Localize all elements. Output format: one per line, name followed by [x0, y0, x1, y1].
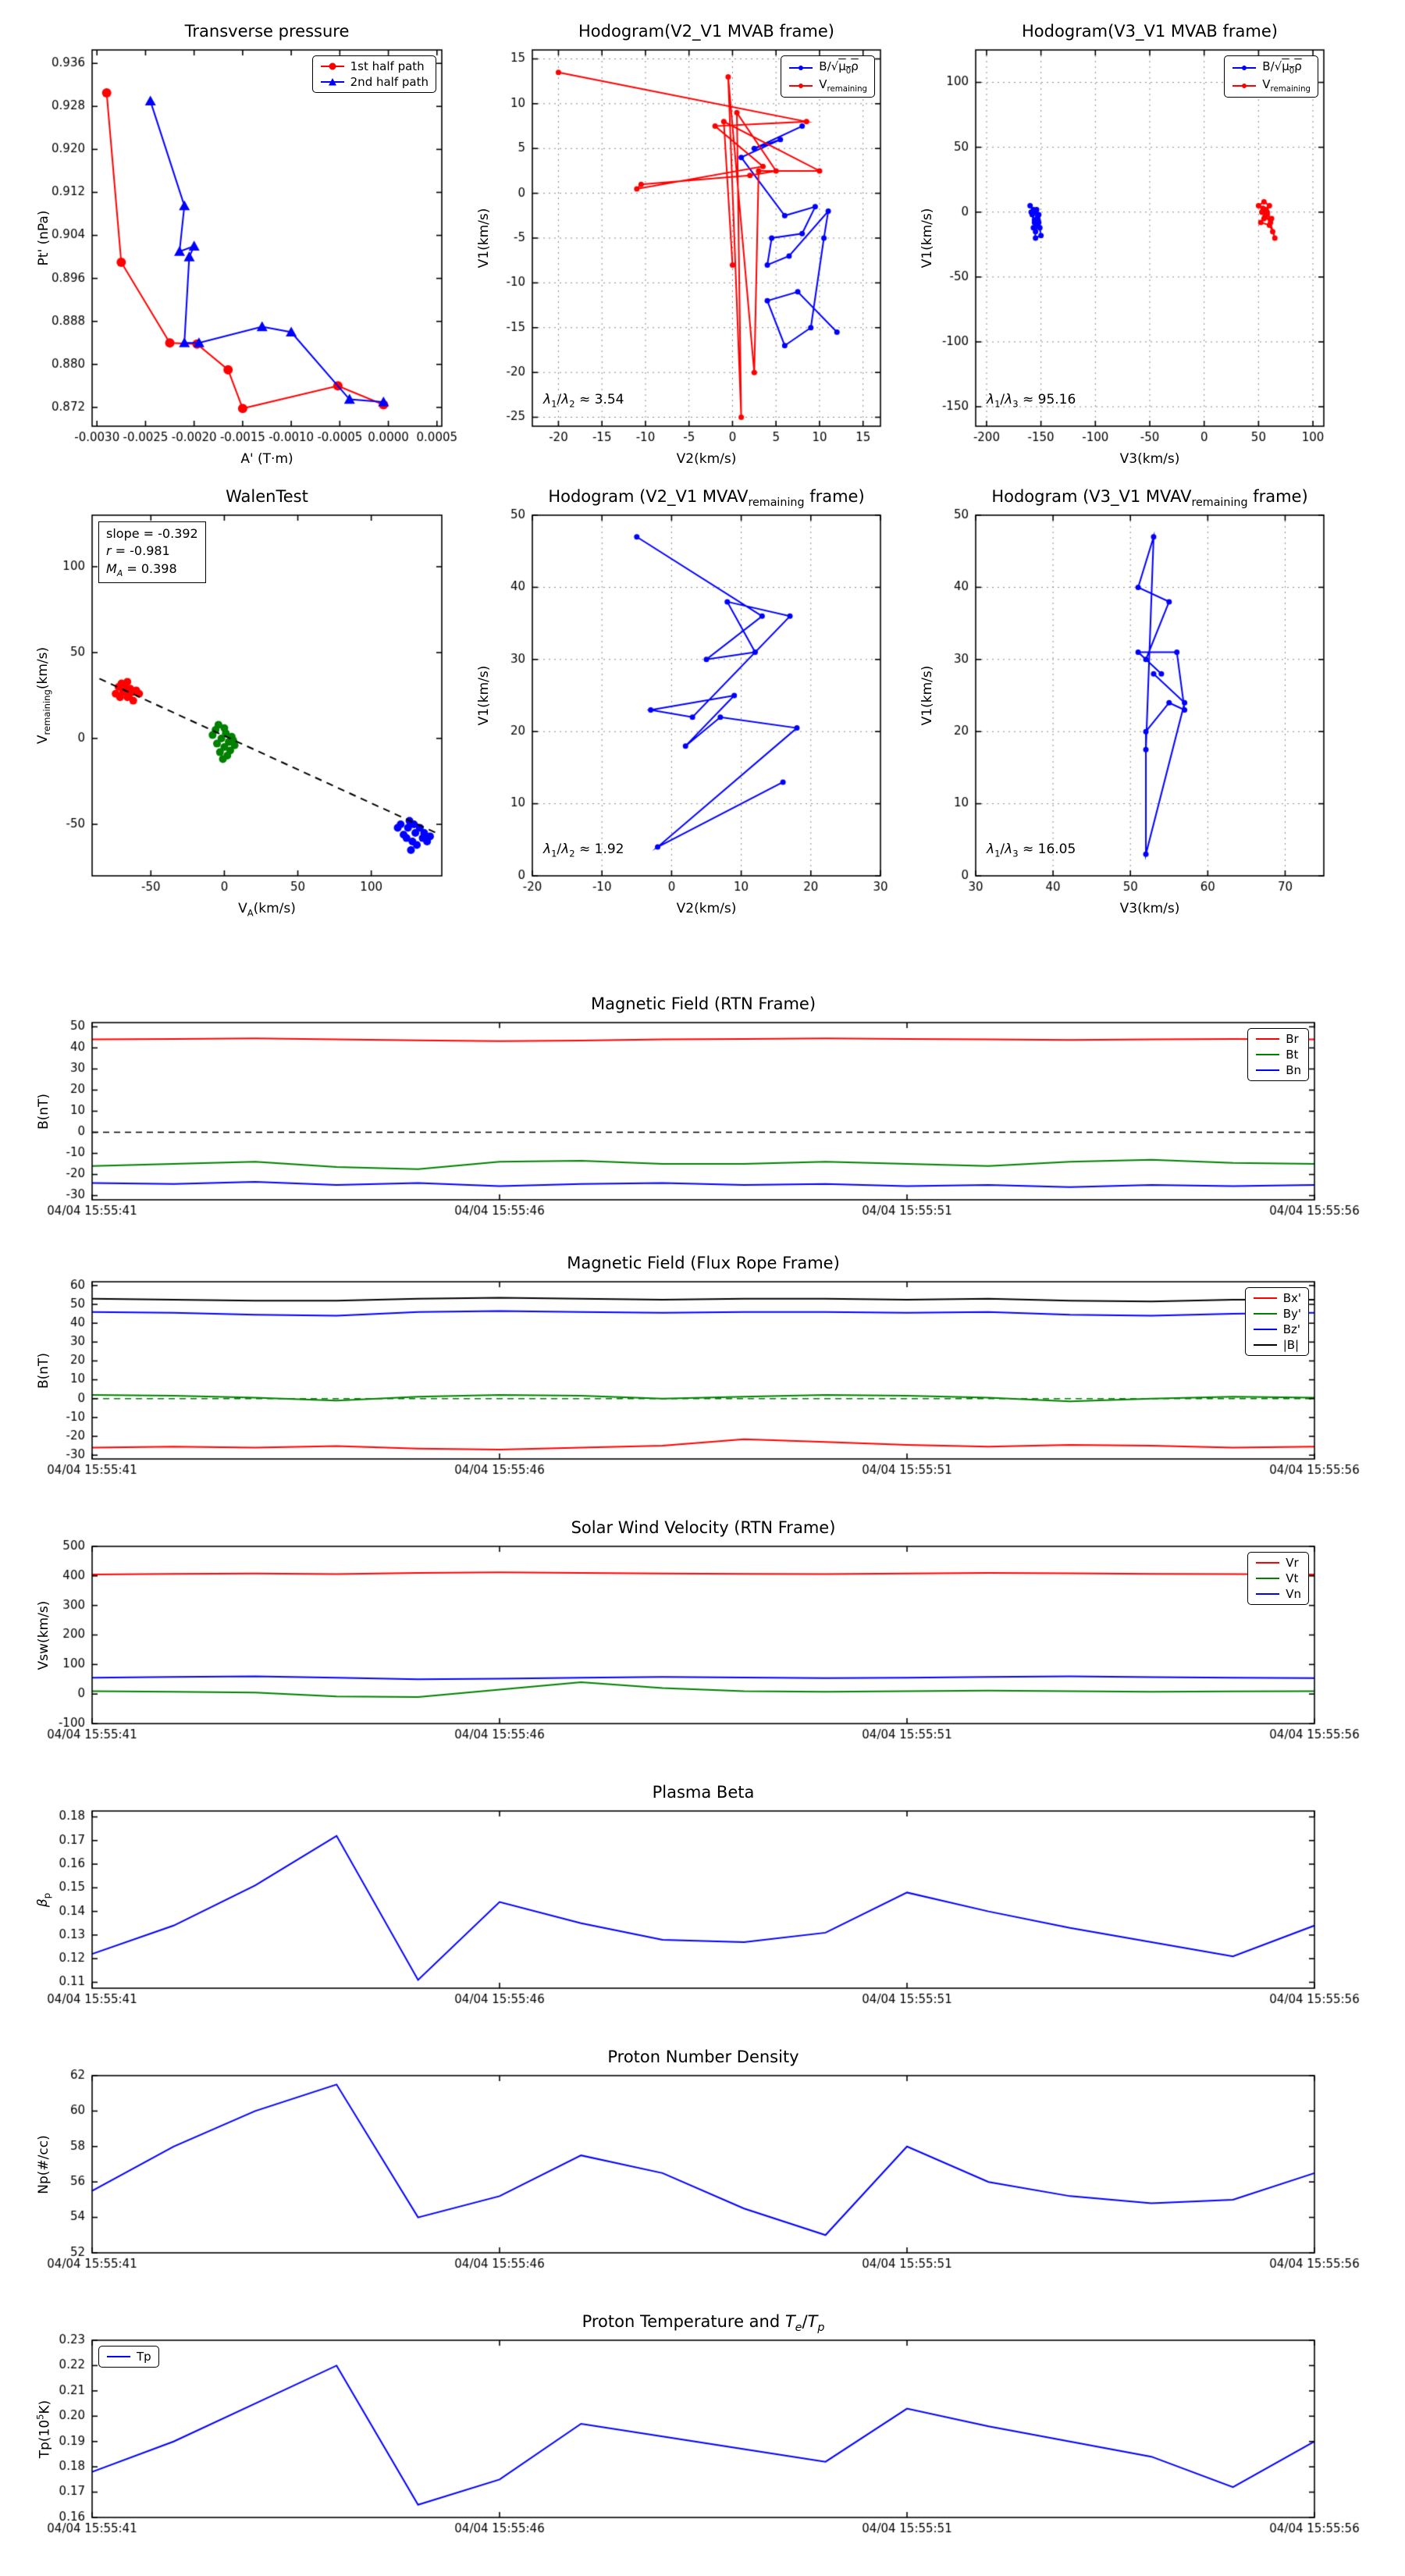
chart-title: Hodogram (V3_V1 MVAVremaining frame) — [991, 487, 1308, 510]
y-axis-label: Pt' (nPa) — [36, 210, 52, 266]
eigenvalue-ratio-annotation: λ1/λ3 ≈ 95.16 — [987, 392, 1076, 410]
eigenvalue-ratio-annotation: λ1/λ2 ≈ 1.92 — [543, 841, 624, 859]
chart-title: Plasma Beta — [652, 1783, 755, 1802]
x-axis-label: V3(km/s) — [1119, 901, 1180, 916]
chart-title: Transverse pressure — [184, 22, 350, 41]
legend-label: Vn — [1286, 1587, 1301, 1601]
legend-entry: 1st half path — [320, 59, 429, 73]
legend-entry: Bt — [1255, 1048, 1301, 1062]
x-axis-label: A' (T·m) — [240, 451, 293, 467]
legend: Br Bt Bn — [1247, 1028, 1309, 1081]
y-axis-label: βp — [34, 1892, 53, 1907]
legend-label: Vt — [1286, 1571, 1299, 1585]
legend-label: By' — [1282, 1307, 1301, 1321]
y-axis-label: V1(km/s) — [476, 665, 492, 726]
legend-entry: Tp — [106, 2350, 151, 2364]
legend-swatch — [320, 76, 345, 87]
legend-entry: |B| — [1253, 1338, 1301, 1352]
legend-label: Bn — [1286, 1063, 1301, 1077]
legend-swatch — [320, 61, 345, 72]
legend: B/√μ0ρ Vremaining — [781, 55, 875, 98]
legend-entry: 2nd half path — [320, 75, 429, 89]
y-axis-label: B(nT) — [36, 1352, 52, 1389]
y-axis-label: V1(km/s) — [476, 208, 492, 269]
chart-title: Hodogram(V2_V1 MVAB frame) — [578, 22, 834, 41]
legend-entry: Br — [1255, 1032, 1301, 1046]
y-axis-label: V1(km/s) — [919, 208, 935, 269]
chart-title: Hodogram (V2_V1 MVAVremaining frame) — [548, 487, 865, 510]
legend-label: B/√μ0ρ — [819, 59, 859, 76]
legend-label: Bx' — [1282, 1291, 1301, 1305]
eigenvalue-ratio-annotation: λ1/λ3 ≈ 16.05 — [987, 841, 1076, 859]
legend-swatch — [1232, 80, 1257, 91]
legend-entry: Vremaining — [1232, 77, 1311, 94]
legend-label: 2nd half path — [350, 75, 429, 89]
walen-fit-stats: slope = -0.392 r = -0.981 MA = 0.398 — [98, 521, 206, 584]
legend-swatch — [1232, 62, 1257, 73]
legend-swatch — [1253, 1308, 1278, 1319]
legend-entry: Vremaining — [788, 77, 867, 94]
chart-title: Hodogram(V3_V1 MVAB frame) — [1022, 22, 1278, 41]
y-axis-label: Vremaining(km/s) — [34, 646, 53, 745]
x-axis-label: VA(km/s) — [238, 901, 296, 919]
legend-entry: Bx' — [1253, 1291, 1301, 1305]
chart-title: WalenTest — [226, 487, 308, 506]
legend-swatch — [1255, 1049, 1280, 1060]
legend-entry: B/√μ0ρ — [788, 59, 867, 76]
legend-label: 1st half path — [350, 59, 425, 73]
legend-swatch — [788, 62, 813, 73]
legend-entry: Vn — [1255, 1587, 1301, 1601]
legend-label: Vremaining — [1262, 77, 1311, 94]
legend-swatch — [788, 80, 813, 91]
legend-label: Bz' — [1282, 1322, 1300, 1336]
legend: Vr Vt Vn — [1247, 1552, 1309, 1605]
legend: B/√μ0ρ Vremaining — [1224, 55, 1318, 98]
legend-label: |B| — [1282, 1338, 1300, 1352]
x-axis-label: V2(km/s) — [676, 901, 737, 916]
legend-entry: Bz' — [1253, 1322, 1301, 1336]
legend-entry: Bn — [1255, 1063, 1301, 1077]
legend-swatch — [106, 2351, 131, 2362]
legend-swatch — [1253, 1324, 1278, 1335]
legend-swatch — [1253, 1293, 1278, 1304]
legend-swatch — [1255, 1034, 1280, 1044]
legend: Tp — [98, 2346, 159, 2368]
legend-entry: Vt — [1255, 1571, 1301, 1585]
legend-swatch — [1255, 1589, 1280, 1599]
legend: Bx' By' Bz' |B| — [1244, 1287, 1309, 1356]
legend-label: Vremaining — [819, 77, 867, 94]
y-axis-label: Vsw(km/s) — [36, 1600, 52, 1670]
y-axis-label: Np(#/cc) — [36, 2134, 52, 2194]
chart-title: Proton Temperature and Te/Tp — [582, 2312, 825, 2335]
x-axis-label: V3(km/s) — [1119, 451, 1180, 467]
chart-title: Solar Wind Velocity (RTN Frame) — [571, 1518, 836, 1537]
legend-swatch — [1255, 1573, 1280, 1584]
legend-entry: Vr — [1255, 1556, 1301, 1570]
chart-title: Proton Number Density — [607, 2048, 799, 2066]
y-axis-label: V1(km/s) — [919, 665, 935, 726]
legend-label: Bt — [1286, 1048, 1299, 1062]
legend: 1st half path 2nd half path — [311, 55, 436, 93]
chart-title: Magnetic Field (RTN Frame) — [590, 994, 816, 1013]
legend-label: Tp — [137, 2350, 151, 2364]
legend-swatch — [1255, 1065, 1280, 1076]
x-axis-label: V2(km/s) — [676, 451, 737, 467]
y-axis-label: Tp(105K) — [34, 2400, 53, 2458]
legend-label: B/√μ0ρ — [1262, 59, 1302, 76]
legend-label: Vr — [1286, 1556, 1299, 1570]
legend-label: Br — [1286, 1032, 1299, 1046]
legend-entry: By' — [1253, 1307, 1301, 1321]
y-axis-label: B(nT) — [36, 1093, 52, 1130]
legend-entry: B/√μ0ρ — [1232, 59, 1311, 76]
chart-title: Magnetic Field (Flux Rope Frame) — [567, 1254, 840, 1272]
legend-swatch — [1255, 1557, 1280, 1568]
legend-swatch — [1253, 1340, 1278, 1350]
eigenvalue-ratio-annotation: λ1/λ2 ≈ 3.54 — [543, 392, 624, 410]
